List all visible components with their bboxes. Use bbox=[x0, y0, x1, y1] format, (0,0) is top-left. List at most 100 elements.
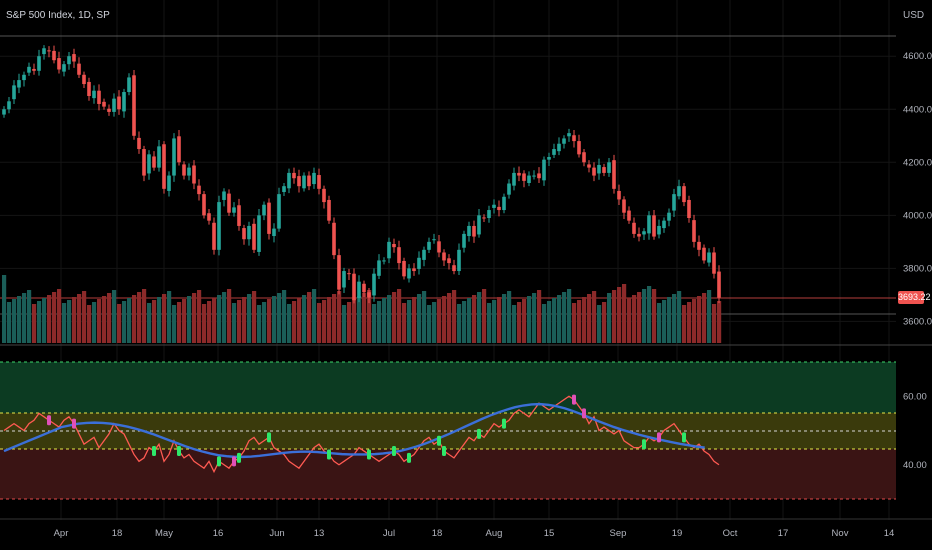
candle-body bbox=[152, 156, 156, 168]
candle-body bbox=[437, 241, 441, 253]
candle-body bbox=[522, 173, 526, 181]
buy-marker bbox=[642, 439, 646, 450]
volume-bar bbox=[377, 301, 382, 343]
candle-body bbox=[702, 247, 706, 261]
candle-body bbox=[72, 54, 76, 62]
candle-body bbox=[52, 50, 56, 61]
volume-bar bbox=[642, 289, 647, 343]
volume-bar bbox=[97, 299, 102, 343]
candle-body bbox=[132, 75, 136, 136]
candle-body bbox=[277, 194, 281, 229]
x-tick-label: 14 bbox=[884, 528, 895, 539]
volume-bar bbox=[662, 300, 667, 343]
volume-bar bbox=[427, 305, 432, 343]
volume-bar bbox=[237, 300, 242, 343]
volume-bar bbox=[312, 289, 317, 343]
volume-bar bbox=[412, 297, 417, 343]
volume-bar bbox=[327, 297, 332, 343]
candle-body bbox=[617, 190, 621, 200]
x-tick-label: 16 bbox=[213, 528, 224, 539]
candle-body bbox=[642, 231, 646, 235]
volume-bar bbox=[432, 302, 437, 343]
volume-bar bbox=[122, 301, 127, 343]
volume-bar bbox=[467, 298, 472, 343]
candle-body bbox=[27, 66, 31, 73]
candle-body bbox=[247, 225, 251, 240]
candle-body bbox=[532, 175, 536, 177]
candle-body bbox=[112, 98, 116, 112]
candle-body bbox=[472, 225, 476, 237]
candle-body bbox=[187, 167, 191, 176]
candle-body bbox=[357, 281, 361, 299]
volume-bar bbox=[587, 294, 592, 343]
indicator-y-tick-label: 40.00 bbox=[903, 460, 927, 471]
volume-bar bbox=[552, 298, 557, 343]
candle-body bbox=[677, 186, 681, 197]
candle-body bbox=[362, 283, 366, 293]
buy-marker bbox=[217, 456, 221, 467]
volume-bar bbox=[207, 301, 212, 343]
volume-bar bbox=[12, 299, 17, 343]
candle-body bbox=[577, 141, 581, 155]
volume-bar bbox=[42, 298, 47, 343]
candle-body bbox=[602, 167, 606, 173]
x-tick-label: Apr bbox=[54, 528, 69, 539]
volume-bar bbox=[252, 291, 257, 343]
volume-bar bbox=[182, 299, 187, 343]
volume-bar bbox=[162, 294, 167, 343]
volume-bar bbox=[82, 291, 87, 343]
buy-marker bbox=[437, 435, 441, 446]
volume-bar bbox=[197, 290, 202, 343]
candle-body bbox=[392, 243, 396, 248]
candle-body bbox=[77, 63, 81, 75]
volume-bar bbox=[397, 289, 402, 343]
candle-body bbox=[242, 228, 246, 240]
candle-body bbox=[612, 160, 616, 189]
volume-bar bbox=[637, 292, 642, 343]
volume-bar bbox=[147, 303, 152, 343]
candle-body bbox=[192, 165, 196, 184]
volume-bar bbox=[572, 303, 577, 343]
candle-body bbox=[302, 175, 306, 189]
volume-bar bbox=[647, 286, 652, 343]
volume-bar bbox=[357, 296, 362, 343]
y-tick-label: 4000.00 bbox=[903, 210, 932, 221]
sell-marker bbox=[232, 456, 236, 467]
volume-bar bbox=[657, 303, 662, 343]
x-tick-label: Aug bbox=[486, 528, 503, 539]
candle-body bbox=[667, 212, 671, 221]
volume-bar bbox=[492, 300, 497, 343]
candle-body bbox=[407, 268, 411, 279]
volume-bar bbox=[407, 300, 412, 343]
candle-body bbox=[457, 249, 461, 272]
candle-body bbox=[582, 152, 586, 163]
candle-body bbox=[412, 268, 416, 272]
candle-body bbox=[712, 252, 716, 274]
candle-body bbox=[632, 222, 636, 234]
volume-bar bbox=[117, 304, 122, 343]
buy-marker bbox=[407, 452, 411, 463]
candle-body bbox=[682, 186, 686, 203]
volume-bar bbox=[452, 290, 457, 343]
volume-bar bbox=[617, 287, 622, 343]
candle-body bbox=[232, 207, 236, 213]
candle-body bbox=[672, 194, 676, 211]
candle-body bbox=[252, 223, 256, 250]
volume-bar bbox=[527, 296, 532, 343]
volume-bar bbox=[57, 289, 62, 343]
volume-bar bbox=[277, 293, 282, 343]
y-tick-label: 4600.00 bbox=[903, 51, 932, 62]
candle-body bbox=[292, 172, 296, 179]
buy-marker bbox=[477, 428, 481, 439]
candle-body bbox=[287, 172, 291, 189]
buy-marker bbox=[442, 446, 446, 457]
buy-marker bbox=[327, 449, 331, 460]
x-tick-label: 13 bbox=[314, 528, 325, 539]
volume-bar bbox=[562, 292, 567, 343]
x-tick-label: Oct bbox=[723, 528, 738, 539]
y-tick-label: 3800.00 bbox=[903, 263, 932, 274]
volume-bar bbox=[242, 297, 247, 343]
candle-body bbox=[17, 80, 21, 88]
currency-label: USD bbox=[903, 10, 925, 21]
